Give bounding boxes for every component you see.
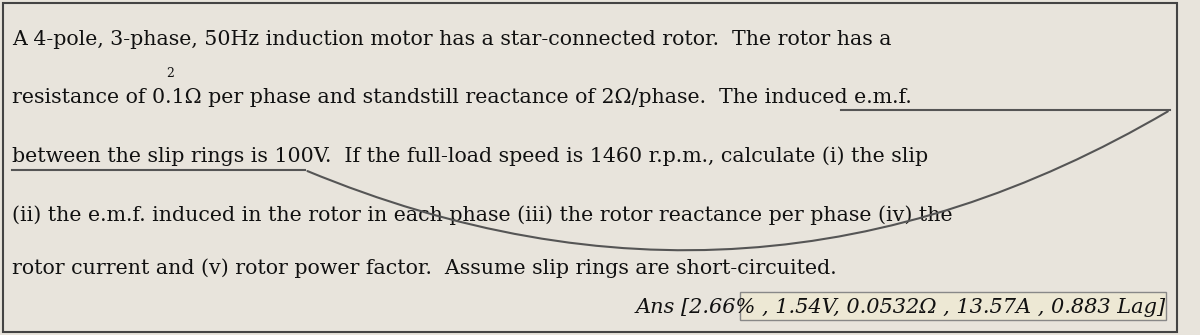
Text: rotor current and (v) rotor power factor.  Assume slip rings are short-circuited: rotor current and (v) rotor power factor… <box>12 258 836 278</box>
Text: 2: 2 <box>166 67 174 80</box>
Text: (ii) the e.m.f. induced in the rotor in each phase (iii) the rotor reactance per: (ii) the e.m.f. induced in the rotor in … <box>12 205 953 225</box>
Text: between the slip rings is 100V.  If the full-load speed is 1460 r.p.m., calculat: between the slip rings is 100V. If the f… <box>12 146 928 166</box>
Text: resistance of 0.1Ω per phase and standstill reactance of 2Ω/phase.  The induced : resistance of 0.1Ω per phase and standst… <box>12 88 912 107</box>
Text: Ans [2.66% , 1.54V, 0.0532Ω , 13.57A , 0.883 Lag]: Ans [2.66% , 1.54V, 0.0532Ω , 13.57A , 0… <box>635 298 1165 317</box>
Bar <box>739 292 1166 320</box>
Text: A 4-pole, 3-phase, 50Hz induction motor has a star-connected rotor.  The rotor h: A 4-pole, 3-phase, 50Hz induction motor … <box>12 30 892 49</box>
